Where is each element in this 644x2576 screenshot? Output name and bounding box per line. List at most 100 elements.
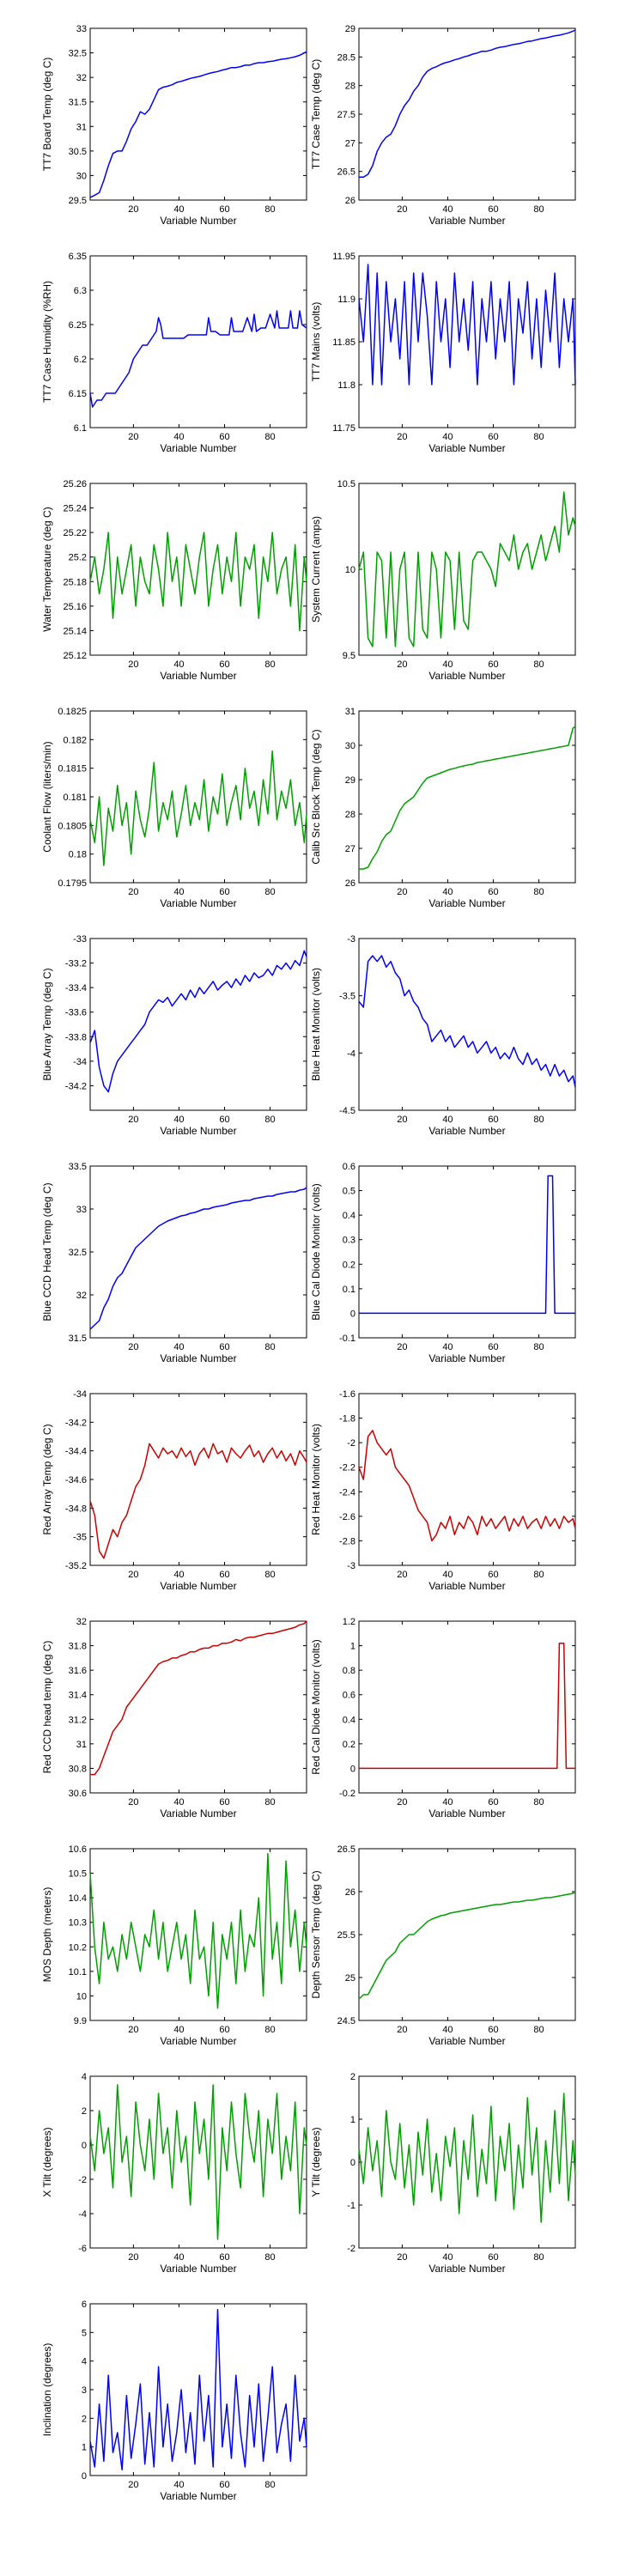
y-tick-label: 4 — [82, 2357, 87, 2367]
x-tick-label: 80 — [533, 204, 544, 215]
chart-panel: -35.2 -35 -34.8 -34.6 -34.4 -34.2 -34 20 40 60 80 V… — [41, 1389, 307, 1592]
x-tick-label: 80 — [264, 2480, 275, 2490]
x-axis-label: Variable Number — [428, 1580, 505, 1592]
y-tick-label: 0.2 — [343, 1740, 355, 1750]
x-tick-label: 40 — [173, 1115, 184, 1125]
x-tick-label: 60 — [219, 432, 229, 442]
x-axis-label: Variable Number — [160, 670, 236, 682]
x-tick-label: 20 — [397, 659, 407, 670]
x-axis-label: Variable Number — [160, 1352, 236, 1364]
y-tick-label: 10.1 — [69, 1967, 87, 1978]
y-tick-label: 25.14 — [63, 626, 87, 636]
x-tick-label: 20 — [397, 887, 407, 897]
y-axis-label: Red CCD head temp (deg C) — [41, 1641, 53, 1774]
y-tick-label: 6.2 — [74, 355, 87, 365]
x-tick-label: 40 — [442, 2252, 453, 2263]
x-tick-label: 80 — [264, 2025, 275, 2035]
x-tick-label: 80 — [533, 2252, 544, 2263]
x-tick-label: 80 — [264, 432, 275, 442]
y-tick-label: 25.12 — [63, 651, 87, 661]
x-tick-label: 60 — [219, 2480, 229, 2490]
x-tick-label: 40 — [442, 1342, 453, 1352]
y-tick-label: 31 — [76, 1740, 87, 1750]
plot-frame — [89, 1848, 307, 2021]
y-axis-label: Inclination (degrees) — [41, 2343, 53, 2437]
y-tick-label: 31.8 — [69, 1642, 87, 1652]
x-tick-label: 40 — [442, 1115, 453, 1125]
x-tick-label: 60 — [488, 432, 498, 442]
plot-frame — [89, 255, 307, 428]
y-tick-label: -3 — [347, 934, 355, 945]
y-tick-label: 10.4 — [69, 1893, 87, 1904]
y-tick-label: 0.1805 — [58, 821, 87, 831]
y-tick-label: 0 — [350, 1309, 355, 1319]
x-tick-label: 20 — [128, 1570, 138, 1580]
y-tick-label: 28.5 — [337, 52, 355, 63]
x-tick-label: 20 — [397, 2025, 407, 2035]
y-tick-label: 31 — [345, 707, 355, 717]
x-tick-label: 60 — [488, 204, 498, 215]
y-axis-label: X Tilt (degrees) — [41, 2127, 53, 2196]
x-axis-label: Variable Number — [428, 897, 505, 909]
y-tick-label: 25.16 — [63, 602, 87, 612]
y-tick-label: -2.8 — [339, 1536, 355, 1546]
y-tick-label: 31.4 — [69, 1691, 87, 1701]
series-line — [358, 491, 576, 647]
x-tick-label: 20 — [128, 2480, 138, 2490]
chart-panel: 30.6 30.8 31 31.2 31.4 31.6 31.8 32 20 40 60 80 Vari… — [41, 1617, 307, 1820]
y-tick-label: 1 — [350, 1642, 355, 1652]
x-axis-label: Variable Number — [428, 215, 505, 227]
y-axis-label: Y Tilt (degrees) — [310, 2127, 322, 2196]
y-tick-label: 29 — [345, 24, 355, 34]
y-tick-label: 0.4 — [343, 1211, 355, 1221]
x-tick-label: 80 — [264, 204, 275, 215]
series-line — [359, 1175, 575, 1315]
y-tick-label: -33.4 — [65, 983, 87, 993]
y-tick-label: -4.5 — [339, 1106, 355, 1116]
y-tick-label: 0.1795 — [58, 878, 87, 889]
y-tick-label: 10.2 — [69, 1942, 87, 1953]
x-tick-label: 60 — [219, 1797, 229, 1807]
y-tick-label: -34.2 — [65, 1418, 87, 1428]
x-tick-label: 40 — [173, 204, 184, 215]
y-tick-label: 30.5 — [69, 147, 87, 157]
x-tick-label: 80 — [533, 432, 544, 442]
x-tick-label: 60 — [219, 659, 229, 670]
y-tick-label: 26 — [345, 878, 355, 889]
y-tick-label: 1 — [350, 2115, 355, 2125]
y-tick-label: 9.5 — [343, 651, 355, 661]
chart-panel: 9.9 10 10.1 10.2 10.3 10.4 10.5 10.6 20 40 60 80 Var… — [41, 1844, 307, 2047]
y-tick-label: 26.5 — [337, 167, 355, 178]
x-axis-label: Variable Number — [160, 1580, 236, 1592]
x-tick-label: 20 — [128, 2025, 138, 2035]
y-axis-label: Blue Cal Diode Monitor (volts) — [310, 1183, 322, 1320]
y-tick-label: 0.5 — [343, 1187, 355, 1197]
chart-panel: -4.5 -4 -3.5 -3 20 40 60 80 Variable Number Blue … — [310, 934, 576, 1137]
y-tick-label: 11.95 — [332, 252, 355, 262]
x-tick-label: 60 — [488, 1797, 498, 1807]
y-axis-label: Blue Heat Monitor (volts) — [310, 968, 322, 1081]
y-axis-label: Depth Sensor Temp (deg C) — [310, 1870, 322, 1998]
x-tick-label: 20 — [397, 1342, 407, 1352]
y-tick-label: 27 — [345, 844, 355, 854]
y-tick-label: 0.4 — [343, 1715, 355, 1725]
y-tick-label: -2 — [347, 1438, 355, 1449]
y-tick-label: 0.1 — [343, 1285, 355, 1295]
x-tick-label: 80 — [533, 1797, 544, 1807]
x-tick-label: 80 — [264, 1797, 275, 1807]
x-tick-label: 40 — [173, 1342, 184, 1352]
x-tick-label: 20 — [128, 1797, 138, 1807]
chart-panel: 26 27 28 29 30 31 20 40 60 80 Variable Number Calib… — [310, 707, 576, 909]
y-tick-label: -33.8 — [65, 1032, 87, 1042]
y-tick-label: 32.5 — [69, 49, 87, 59]
x-axis-label: Variable Number — [428, 1125, 505, 1137]
y-tick-label: -2.4 — [339, 1487, 355, 1498]
chart-panel: 9.5 10 10.5 20 40 60 80 Variable Number System C… — [310, 479, 576, 682]
y-tick-label: 31.5 — [69, 98, 87, 108]
y-tick-label: 25.24 — [63, 504, 87, 514]
y-tick-label: 10 — [345, 565, 355, 575]
chart-panel: -34.2 -34 -33.8 -33.6 -33.4 -33.2 -33 20 40 60 80 V… — [41, 934, 307, 1137]
y-tick-label: -4 — [78, 2209, 87, 2220]
y-tick-label: -3.5 — [339, 992, 355, 1002]
x-tick-label: 20 — [397, 204, 407, 215]
